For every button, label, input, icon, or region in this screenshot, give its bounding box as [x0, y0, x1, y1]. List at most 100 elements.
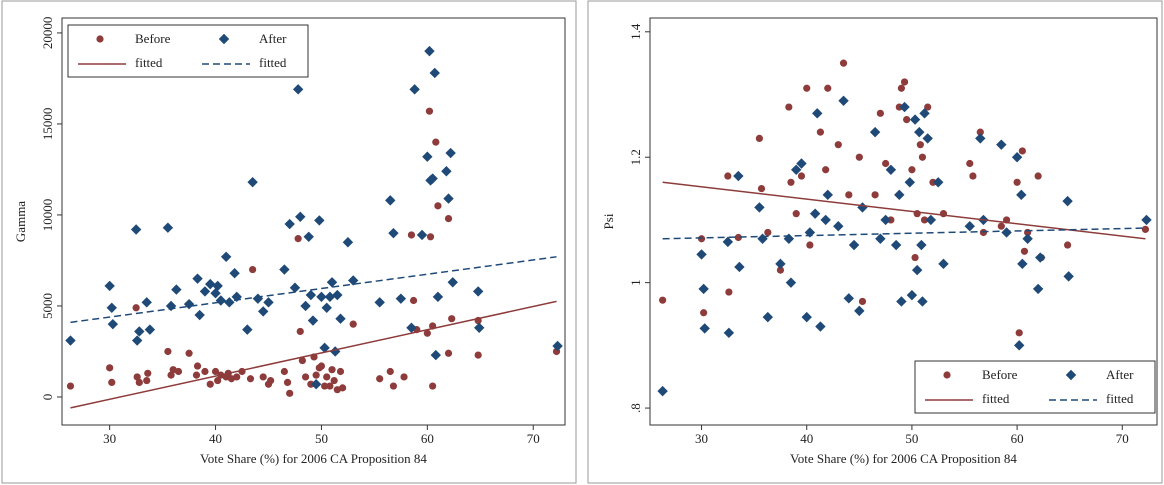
data-point [286, 389, 294, 397]
data-point [183, 298, 195, 310]
data-point [164, 347, 172, 356]
data-point [917, 296, 928, 307]
plot-frame [61, 17, 566, 426]
data-point [426, 233, 435, 241]
data-point [280, 367, 288, 376]
data-point [339, 384, 347, 392]
data-point [909, 114, 921, 125]
data-point [920, 216, 929, 224]
data-point [1062, 195, 1073, 207]
data-point [803, 84, 811, 92]
data-point [376, 375, 384, 383]
data-point [929, 178, 937, 186]
data-point [924, 103, 932, 111]
data-point [300, 300, 311, 312]
data-point [444, 214, 453, 223]
data-point [307, 315, 319, 326]
data-point [430, 349, 442, 361]
data-point [785, 103, 793, 111]
y-tick-label: 10000 [40, 199, 55, 232]
data-point [916, 141, 924, 149]
data-point [310, 379, 322, 390]
x-tick-label: 60 [421, 431, 434, 446]
data-point [211, 367, 220, 376]
data-point [330, 346, 341, 357]
data-point [1014, 340, 1025, 351]
data-point [423, 329, 431, 337]
data-point [885, 164, 897, 175]
legend-label: After [1106, 367, 1134, 382]
data-point [242, 324, 253, 335]
fit-line [70, 256, 557, 324]
data-point [324, 291, 336, 303]
data-point [871, 191, 879, 199]
data-point [425, 107, 434, 115]
data-point [400, 373, 408, 381]
data-point [395, 293, 407, 304]
data-point [785, 277, 797, 288]
data-point [734, 233, 742, 242]
data-point [448, 315, 456, 323]
data-point [882, 159, 890, 168]
data-point [775, 258, 786, 270]
x-tick-label: 40 [209, 431, 222, 446]
data-point [733, 170, 744, 182]
data-point [734, 261, 745, 273]
data-point [916, 239, 927, 251]
data-point [445, 147, 456, 159]
plot-frame [649, 17, 1158, 426]
data-point [328, 366, 336, 374]
data-point [976, 128, 984, 136]
data-point [996, 139, 1007, 150]
data-point [822, 189, 833, 201]
data-point [764, 228, 772, 237]
data-point [233, 373, 241, 381]
data-point [134, 326, 145, 337]
data-point [815, 321, 826, 332]
data-point [894, 189, 905, 201]
data-point [301, 373, 310, 381]
data-point [348, 275, 359, 286]
data-point [316, 291, 327, 303]
data-point [1141, 225, 1150, 233]
data-point [797, 172, 806, 180]
data-point [422, 151, 433, 162]
data-point [174, 367, 183, 376]
data-point [1011, 152, 1023, 163]
data-point [432, 138, 440, 146]
data-point [162, 222, 174, 233]
data-point [258, 306, 269, 317]
data-point [305, 289, 317, 301]
data-point [822, 166, 830, 174]
data-point [792, 210, 800, 218]
y-tick-label: 1.4 [628, 23, 643, 40]
data-point [964, 221, 975, 232]
data-point [298, 356, 306, 365]
data-point [1141, 214, 1152, 226]
data-point [838, 95, 849, 106]
data-point [914, 126, 925, 138]
data-point [279, 264, 290, 275]
data-point [263, 297, 274, 308]
data-point [443, 193, 454, 204]
data-point [975, 133, 986, 144]
data-point [385, 195, 396, 206]
data-point [107, 318, 119, 330]
data-point [215, 295, 227, 306]
data-point [858, 297, 867, 306]
data-point [552, 340, 563, 352]
legend-label: fitted [1106, 391, 1134, 406]
data-point [336, 367, 345, 376]
x-tick-label: 30 [103, 431, 116, 446]
data-point [796, 158, 807, 169]
data-point [296, 327, 304, 336]
data-point [314, 215, 325, 226]
data-point [787, 178, 795, 186]
data-point [908, 166, 916, 174]
data-point [330, 376, 338, 385]
data-point [922, 133, 933, 144]
data-point [267, 376, 275, 385]
data-point [754, 202, 765, 213]
data-point [969, 172, 977, 180]
data-point [131, 335, 143, 346]
